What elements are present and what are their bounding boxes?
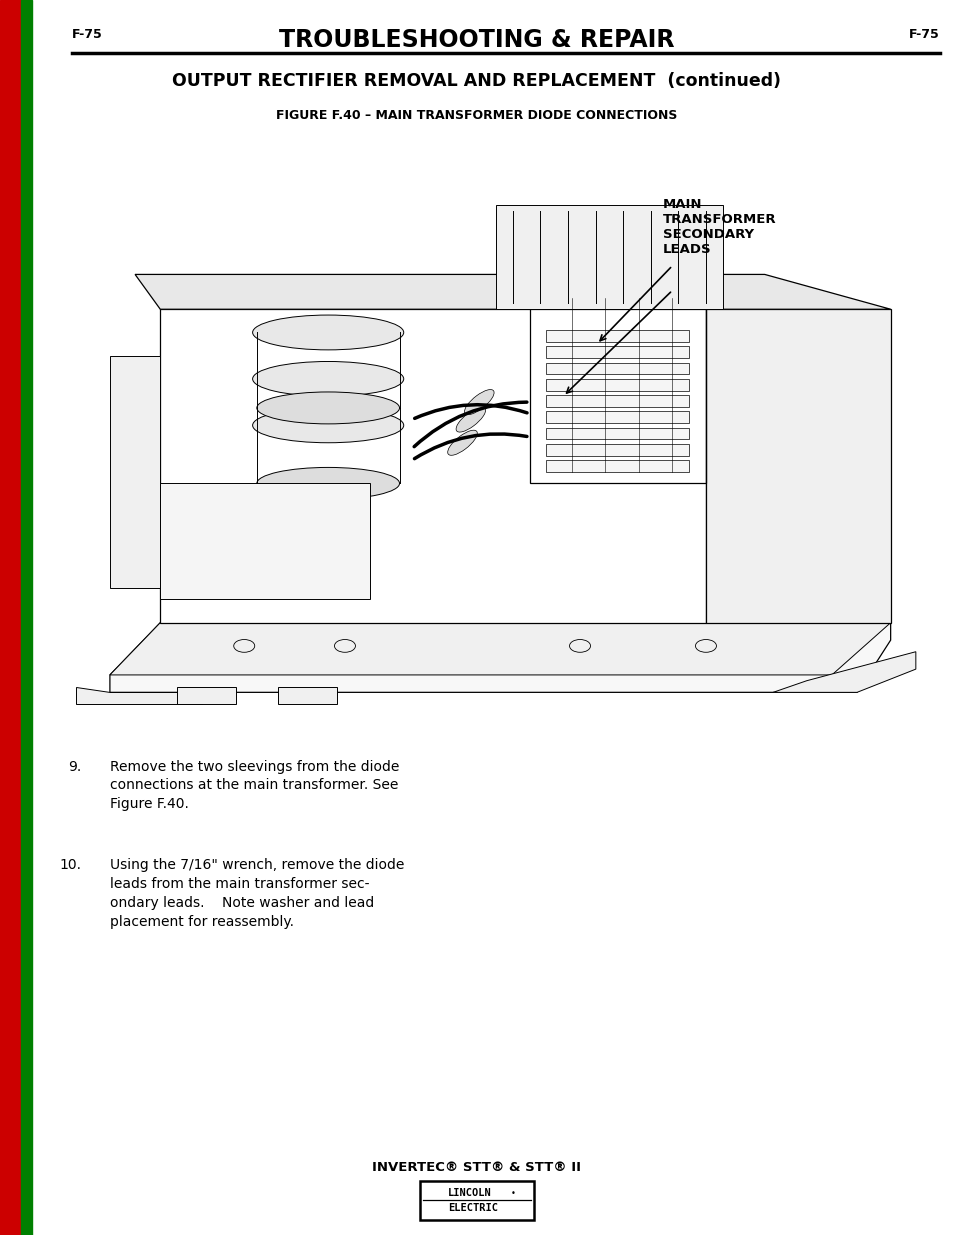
Polygon shape — [110, 622, 890, 693]
Polygon shape — [160, 309, 705, 622]
Text: MAIN
TRANSFORMER
SECONDARY
LEADS: MAIN TRANSFORMER SECONDARY LEADS — [662, 198, 776, 256]
Text: Return to Section TOC: Return to Section TOC — [6, 91, 15, 205]
Text: 10.: 10. — [59, 858, 81, 872]
Polygon shape — [546, 427, 688, 440]
Text: Return to Master TOC: Return to Master TOC — [22, 1031, 31, 1142]
Text: Return to Section TOC: Return to Section TOC — [6, 412, 15, 526]
Polygon shape — [546, 443, 688, 456]
Bar — [21, 0, 32, 1235]
Ellipse shape — [464, 389, 494, 415]
Polygon shape — [546, 411, 688, 424]
Text: Return to Section TOC: Return to Section TOC — [6, 1030, 15, 1144]
Polygon shape — [76, 687, 202, 704]
Text: Return to Master TOC: Return to Master TOC — [22, 722, 31, 834]
Text: Using the 7/16" wrench, remove the diode
leads from the main transformer sec-
on: Using the 7/16" wrench, remove the diode… — [110, 858, 404, 929]
Polygon shape — [546, 461, 688, 472]
Ellipse shape — [253, 362, 403, 396]
Ellipse shape — [633, 275, 643, 285]
Polygon shape — [546, 330, 688, 342]
Polygon shape — [546, 395, 688, 406]
Text: LINCOLN: LINCOLN — [447, 1188, 491, 1198]
Polygon shape — [110, 356, 160, 588]
Polygon shape — [135, 274, 890, 309]
Polygon shape — [546, 346, 688, 358]
Polygon shape — [160, 483, 370, 599]
Text: INVERTEC® STT® & STT® II: INVERTEC® STT® & STT® II — [372, 1161, 581, 1173]
Text: F-75: F-75 — [71, 28, 102, 42]
Ellipse shape — [253, 408, 403, 443]
Polygon shape — [772, 652, 915, 693]
Bar — [0, 0, 21, 1235]
Text: Return to Section TOC: Return to Section TOC — [6, 721, 15, 835]
Polygon shape — [110, 622, 890, 674]
Text: Return to Master TOC: Return to Master TOC — [22, 93, 31, 204]
Ellipse shape — [253, 315, 403, 350]
Polygon shape — [177, 687, 235, 704]
Polygon shape — [546, 379, 688, 390]
Text: •: • — [511, 1189, 516, 1198]
Text: 9.: 9. — [68, 760, 81, 773]
Polygon shape — [546, 363, 688, 374]
Ellipse shape — [675, 275, 685, 285]
Ellipse shape — [549, 275, 559, 285]
Ellipse shape — [456, 408, 485, 432]
Text: FIGURE F.40 – MAIN TRANSFORMER DIODE CONNECTIONS: FIGURE F.40 – MAIN TRANSFORMER DIODE CON… — [276, 109, 677, 122]
Text: TROUBLESHOOTING & REPAIR: TROUBLESHOOTING & REPAIR — [279, 28, 674, 52]
Polygon shape — [705, 309, 890, 622]
Bar — [419, 1181, 534, 1220]
Ellipse shape — [256, 391, 399, 424]
Text: Remove the two sleevings from the diode
connections at the main transformer. See: Remove the two sleevings from the diode … — [110, 760, 398, 811]
Ellipse shape — [256, 467, 399, 499]
Ellipse shape — [591, 275, 601, 285]
Text: ELECTRIC: ELECTRIC — [448, 1203, 497, 1213]
Text: OUTPUT RECTIFIER REMOVAL AND REPLACEMENT  (continued): OUTPUT RECTIFIER REMOVAL AND REPLACEMENT… — [172, 72, 781, 90]
Polygon shape — [496, 205, 722, 309]
Ellipse shape — [447, 430, 476, 456]
Text: Return to Master TOC: Return to Master TOC — [22, 414, 31, 525]
Text: F-75: F-75 — [908, 28, 939, 42]
Polygon shape — [277, 687, 336, 704]
